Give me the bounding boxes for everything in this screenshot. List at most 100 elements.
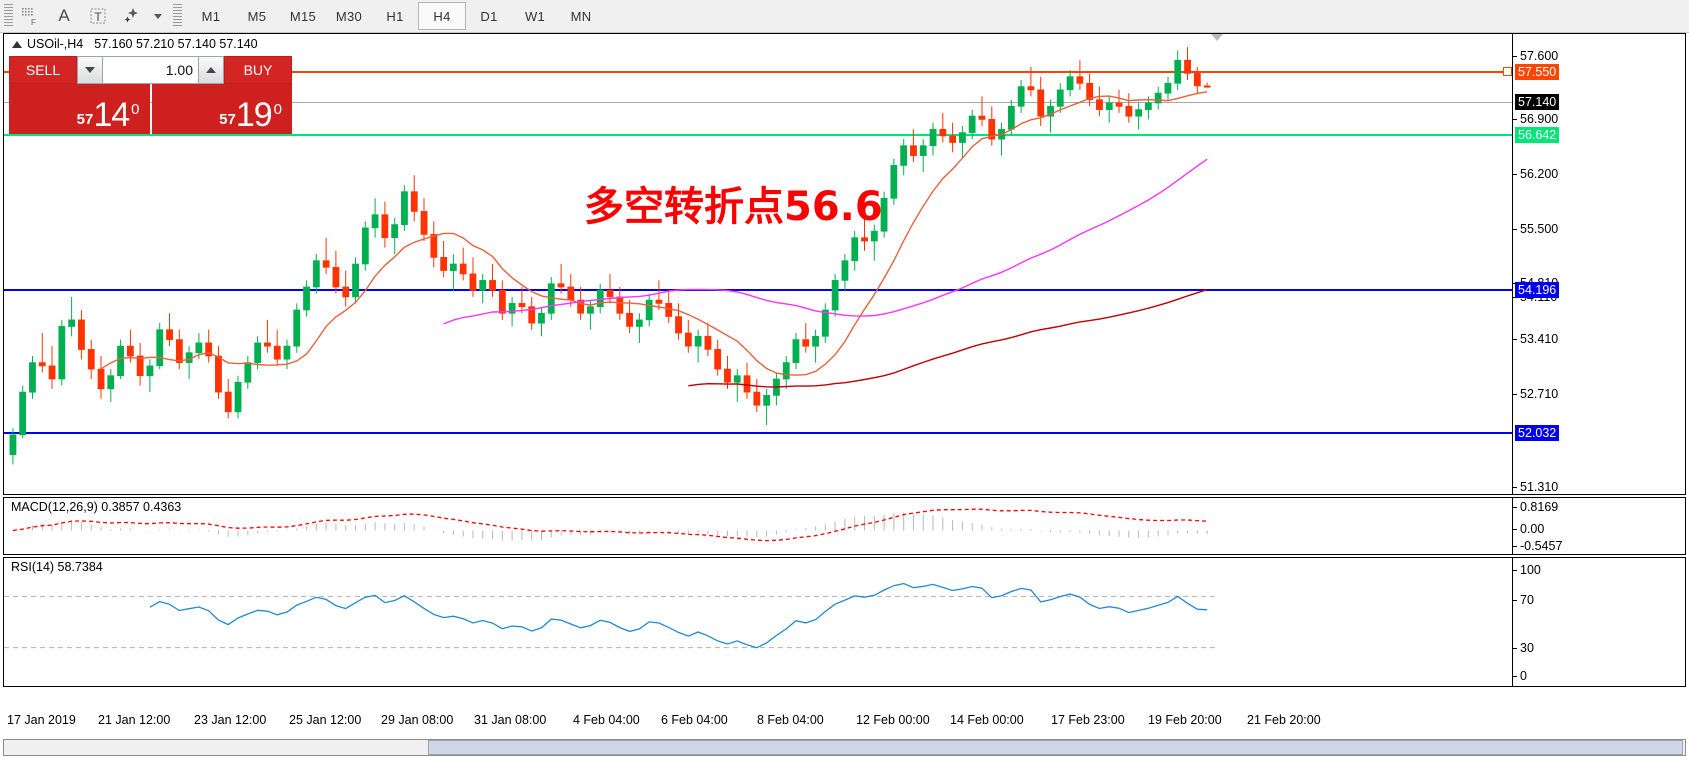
rsi-tick: 100: [1513, 563, 1541, 577]
time-axis-label: 17 Feb 23:00: [1051, 713, 1125, 727]
text-tool-glyph: A: [58, 6, 70, 25]
timeframe-m15[interactable]: M15: [289, 8, 317, 24]
volume-input[interactable]: 1.00: [103, 56, 198, 84]
time-axis-label: 21 Jan 12:00: [98, 713, 171, 727]
sell-price-main: 14: [93, 96, 130, 134]
sell-price-point: 0: [131, 101, 140, 118]
symbol-name: USOil-,H4: [27, 37, 84, 51]
rsi-indicator-label: RSI(14) 58.7384: [11, 560, 103, 574]
level-line-54196[interactable]: [4, 289, 1512, 291]
price-tick: 55.500: [1513, 222, 1558, 236]
price-tag-level-1: 54.196: [1515, 282, 1560, 298]
main-toolbar: F A T M1 M5 M15 M30 H1 H4 D1 W: [0, 0, 1689, 33]
buy-price-main: 19: [235, 96, 273, 134]
chevron-down-icon: [85, 67, 95, 73]
volume-control: 1.00: [77, 56, 224, 84]
chart-annotation-text[interactable]: 多空转折点56.6: [584, 184, 883, 230]
price-axis[interactable]: 57.600 56.900 56.200 55.500 54.810 54.11…: [1513, 34, 1593, 494]
objects-icon[interactable]: [115, 2, 149, 30]
toolbar-grip-handle[interactable]: [4, 4, 13, 28]
time-axis-label: 29 Jan 08:00: [381, 713, 454, 727]
scrollbar-thumb[interactable]: [428, 740, 1683, 755]
timeframe-h1[interactable]: H1: [386, 8, 404, 24]
timeframe-w1[interactable]: W1: [524, 8, 546, 24]
time-axis-labels: 17 Jan 2019 21 Jan 12:00 23 Jan 12:00 25 Ja…: [3, 713, 1686, 733]
macd-axis-divider: [1512, 498, 1513, 554]
time-axis-label: 17 Jan 2019: [7, 713, 76, 727]
time-axis-label: 6 Feb 04:00: [661, 713, 728, 727]
macd-tick: 0.00: [1513, 522, 1544, 536]
time-axis-label: 23 Jan 12:00: [194, 713, 267, 727]
symbol-ohlc: 57.160 57.210 57.140 57.140: [94, 37, 258, 51]
price-axis-divider: [1512, 34, 1513, 494]
price-tick: 56.900: [1513, 112, 1558, 126]
rsi-plot: [4, 582, 1218, 649]
symbol-info-bar: USOil-,H4 57.160 57.210 57.140 57.140: [12, 37, 258, 51]
label-tool-icon[interactable]: T: [81, 2, 115, 30]
time-axis-label: 31 Jan 08:00: [474, 713, 547, 727]
sell-price-whole: 57: [76, 111, 94, 128]
level-line-57140-current: [4, 102, 1512, 103]
text-tool-icon[interactable]: A: [47, 2, 81, 30]
volume-increment-button[interactable]: [198, 56, 224, 84]
rsi-tick: 70: [1513, 593, 1534, 607]
rsi-tick: 0: [1513, 669, 1527, 683]
timeframe-m5[interactable]: M5: [247, 8, 267, 24]
time-axis[interactable]: 17 Jan 2019 21 Jan 12:00 23 Jan 12:00 25 Ja…: [3, 689, 1686, 735]
rsi-axis-divider: [1512, 558, 1513, 686]
macd-tick: 0.8169: [1513, 500, 1558, 514]
price-tick: 57.600: [1513, 49, 1558, 63]
level-line-52032[interactable]: [4, 432, 1512, 434]
crosshair-marker-icon: [1211, 34, 1223, 41]
price-tick: 56.200: [1513, 167, 1558, 181]
price-tag-support: 56.642: [1515, 127, 1560, 143]
svg-text:T: T: [94, 10, 102, 24]
sell-price-box[interactable]: 57 14 0: [9, 84, 150, 134]
time-axis-label: 12 Feb 00:00: [856, 713, 930, 727]
chevron-up-icon: [206, 67, 216, 73]
rsi-pane[interactable]: RSI(14) 58.7384 100 70 30 0: [3, 557, 1686, 687]
dropdown-caret-icon[interactable]: [149, 2, 167, 30]
price-tag-resistance: 57.550: [1515, 64, 1560, 80]
macd-indicator-label: MACD(12,26,9) 0.3857 0.4363: [11, 500, 182, 514]
level-line-56642[interactable]: [4, 134, 1512, 136]
trade-controls-row: SELL 1.00 BUY: [9, 56, 292, 84]
collapse-triangle-icon[interactable]: [12, 40, 22, 48]
rsi-axis: 100 70 30 0: [1513, 558, 1593, 686]
macd-plot: [12, 508, 1208, 542]
timeframe-m30[interactable]: M30: [335, 8, 363, 24]
level-drag-handle[interactable]: [1503, 67, 1512, 76]
price-tick: 53.410: [1513, 332, 1558, 346]
timeframe-mn[interactable]: MN: [570, 8, 592, 24]
macd-axis: 0.8169 0.00 -0.5457: [1513, 498, 1593, 554]
macd-pane[interactable]: MACD(12,26,9) 0.3857 0.4363 0.8169 0.00 …: [3, 497, 1686, 555]
time-axis-label: 25 Jan 12:00: [289, 713, 362, 727]
horizontal-scrollbar[interactable]: [3, 739, 1686, 756]
timeframe-d1[interactable]: D1: [480, 8, 498, 24]
crosshair-f-icon[interactable]: F: [13, 2, 47, 30]
time-axis-label: 14 Feb 00:00: [950, 713, 1024, 727]
price-quotes-row: 57 14 0 57 19 0: [9, 84, 292, 134]
price-pane[interactable]: USOil-,H4 57.160 57.210 57.140 57.140 多空…: [3, 33, 1686, 495]
price-tick: 52.710: [1513, 387, 1558, 401]
price-tick: 51.310: [1513, 480, 1558, 494]
svg-text:F: F: [31, 18, 36, 26]
timeframe-grip-handle[interactable]: [173, 4, 182, 28]
time-axis-label: 19 Feb 20:00: [1148, 713, 1222, 727]
buy-price-point: 0: [273, 101, 282, 118]
buy-button[interactable]: BUY: [224, 56, 292, 84]
chart-container: USOil-,H4 57.160 57.210 57.140 57.140 多空…: [0, 33, 1689, 757]
time-axis-label: 8 Feb 04:00: [757, 713, 824, 727]
volume-decrement-button[interactable]: [77, 56, 103, 84]
price-tag-level-2: 52.032: [1515, 425, 1560, 441]
timeframe-m1[interactable]: M1: [201, 8, 221, 24]
macd-tick: -0.5457: [1513, 539, 1562, 553]
level-line-57550[interactable]: [4, 71, 1512, 73]
buy-price-box[interactable]: 57 19 0: [151, 84, 292, 134]
rsi-tick: 30: [1513, 641, 1534, 655]
caret-shape: [154, 13, 162, 19]
timeframe-h4[interactable]: H4: [418, 2, 466, 30]
sell-button[interactable]: SELL: [9, 56, 77, 84]
one-click-trading-panel[interactable]: SELL 1.00 BUY 57: [9, 56, 292, 134]
